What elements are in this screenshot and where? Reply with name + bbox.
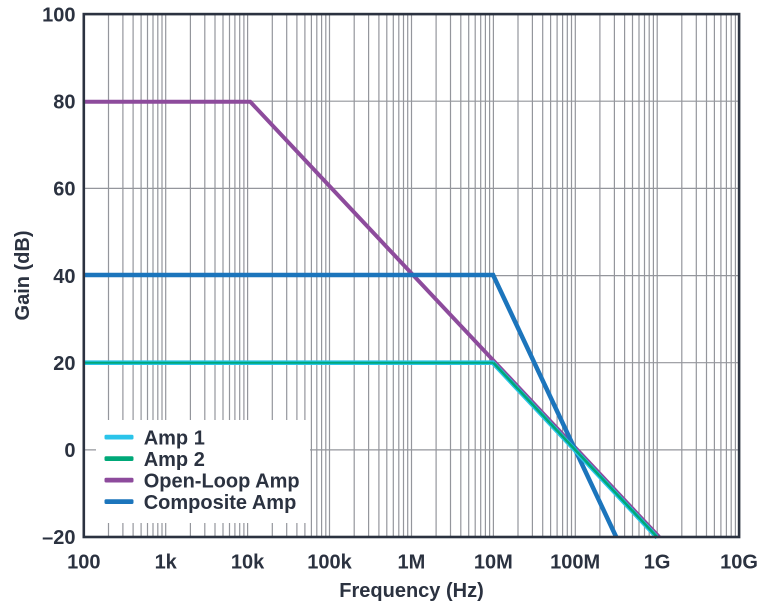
svg-text:100: 100 bbox=[42, 4, 75, 26]
svg-text:Gain (dB): Gain (dB) bbox=[12, 231, 34, 321]
svg-text:100: 100 bbox=[67, 552, 100, 574]
svg-text:100k: 100k bbox=[307, 552, 352, 574]
svg-text:10M: 10M bbox=[474, 552, 513, 574]
svg-text:Composite Amp: Composite Amp bbox=[144, 492, 297, 514]
svg-text:60: 60 bbox=[53, 179, 75, 201]
svg-text:1G: 1G bbox=[644, 552, 671, 574]
svg-text:40: 40 bbox=[53, 266, 75, 288]
svg-text:–20: –20 bbox=[42, 527, 75, 549]
svg-text:80: 80 bbox=[53, 92, 75, 114]
svg-text:1M: 1M bbox=[398, 552, 426, 574]
svg-text:10G: 10G bbox=[720, 552, 758, 574]
svg-text:Frequency (Hz): Frequency (Hz) bbox=[339, 580, 483, 602]
svg-text:Open-Loop Amp: Open-Loop Amp bbox=[144, 471, 300, 493]
svg-text:1k: 1k bbox=[155, 552, 178, 574]
svg-text:100M: 100M bbox=[550, 552, 600, 574]
svg-text:10k: 10k bbox=[231, 552, 265, 574]
svg-text:Amp 2: Amp 2 bbox=[144, 449, 205, 471]
svg-text:0: 0 bbox=[64, 440, 75, 462]
svg-text:Amp 1: Amp 1 bbox=[144, 428, 205, 450]
svg-text:20: 20 bbox=[53, 353, 75, 375]
